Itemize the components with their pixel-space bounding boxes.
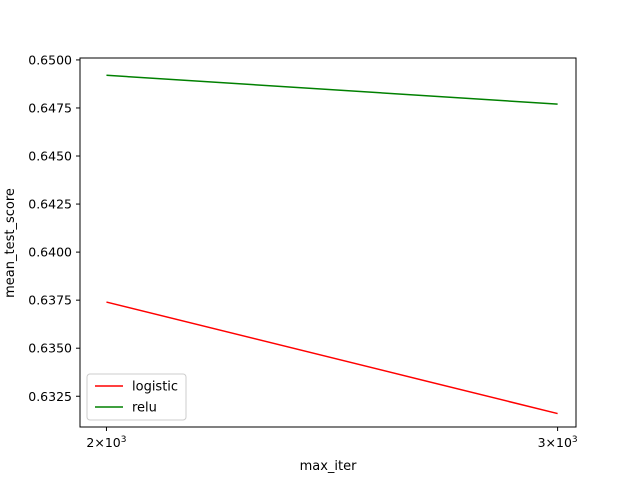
x-tick-base: 10 — [556, 435, 572, 450]
x-tick-base: 10 — [105, 435, 121, 450]
plot-area — [79, 57, 577, 428]
legend: logistic relu — [86, 373, 187, 421]
x-tick-mantissa: 3 — [538, 435, 546, 450]
y-tick-label: 0.6450 — [28, 149, 72, 164]
y-tick-label: 0.6375 — [28, 293, 72, 308]
series-line-logistic — [106, 301, 558, 415]
x-tick-label: 2×103 — [86, 435, 126, 450]
x-axis-label: max_iter — [300, 459, 358, 474]
y-tick-label: 0.6350 — [28, 341, 72, 356]
x-tick-times: × — [546, 435, 556, 450]
y-axis-ticks: 0.6325 0.6350 0.6375 0.6400 0.6425 0.6450 0.64… — [28, 52, 80, 404]
y-tick-label: 0.6325 — [28, 389, 72, 404]
legend-label-logistic: logistic — [132, 380, 178, 395]
y-tick-label: 0.6475 — [28, 100, 72, 115]
y-tick-label: 0.6500 — [28, 52, 72, 67]
y-tick-label: 0.6400 — [28, 245, 72, 260]
x-tick-label: 3×103 — [538, 435, 578, 450]
x-tick-times: × — [94, 435, 104, 450]
y-axis-label: mean_test_score — [3, 188, 18, 298]
legend-label-relu: relu — [132, 401, 157, 416]
y-tick-label: 0.6425 — [28, 197, 72, 212]
series-line-relu — [106, 74, 558, 105]
x-tick-exponent: 3 — [121, 435, 127, 445]
series-layer — [106, 74, 558, 415]
x-axis-ticks: 2×103 3×103 — [86, 427, 578, 450]
x-tick-mantissa: 2 — [86, 435, 94, 450]
x-tick-exponent: 3 — [572, 435, 578, 445]
